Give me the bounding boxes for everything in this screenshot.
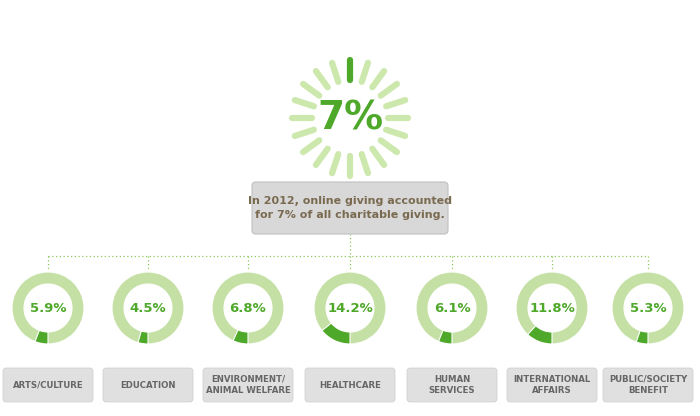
Text: 6.8%: 6.8% [230,302,267,314]
Text: 5.9%: 5.9% [29,302,66,314]
Circle shape [529,285,575,331]
Text: HUMAN
SERVICES: HUMAN SERVICES [428,375,475,395]
Wedge shape [314,272,386,344]
Wedge shape [12,272,84,344]
Wedge shape [636,331,648,344]
Text: 11.8%: 11.8% [529,302,575,314]
FancyBboxPatch shape [203,368,293,402]
Text: EDUCATION: EDUCATION [120,381,176,389]
Text: 4.5%: 4.5% [130,302,167,314]
Wedge shape [416,272,488,344]
Text: PUBLIC/SOCIETY
BENEFIT: PUBLIC/SOCIETY BENEFIT [609,375,687,395]
Circle shape [625,285,671,331]
FancyBboxPatch shape [103,368,193,402]
Circle shape [125,285,171,331]
Text: 6.1%: 6.1% [434,302,470,314]
Text: 5.3%: 5.3% [630,302,666,314]
Wedge shape [528,326,552,344]
FancyBboxPatch shape [3,368,93,402]
Text: HEALTHCARE: HEALTHCARE [319,381,381,389]
FancyBboxPatch shape [252,182,448,234]
Wedge shape [138,331,148,344]
Circle shape [225,285,271,331]
Circle shape [429,285,475,331]
Wedge shape [35,330,48,344]
FancyBboxPatch shape [507,368,597,402]
Text: INTERNATIONAL
AFFAIRS: INTERNATIONAL AFFAIRS [513,375,591,395]
Wedge shape [233,330,248,344]
Wedge shape [516,272,588,344]
Wedge shape [612,272,684,344]
Wedge shape [322,323,350,344]
Text: ARTS/CULTURE: ARTS/CULTURE [13,381,83,389]
FancyBboxPatch shape [305,368,395,402]
Circle shape [327,285,373,331]
FancyBboxPatch shape [603,368,693,402]
Text: 7%: 7% [317,99,383,137]
Wedge shape [438,330,452,344]
Text: In 2012, online giving accounted
for 7% of all charitable giving.: In 2012, online giving accounted for 7% … [248,196,452,220]
Circle shape [25,285,71,331]
Text: 14.2%: 14.2% [327,302,373,314]
Wedge shape [112,272,184,344]
Wedge shape [212,272,284,344]
Text: ENVIRONMENT/
ANIMAL WELFARE: ENVIRONMENT/ ANIMAL WELFARE [206,375,290,395]
FancyBboxPatch shape [407,368,497,402]
